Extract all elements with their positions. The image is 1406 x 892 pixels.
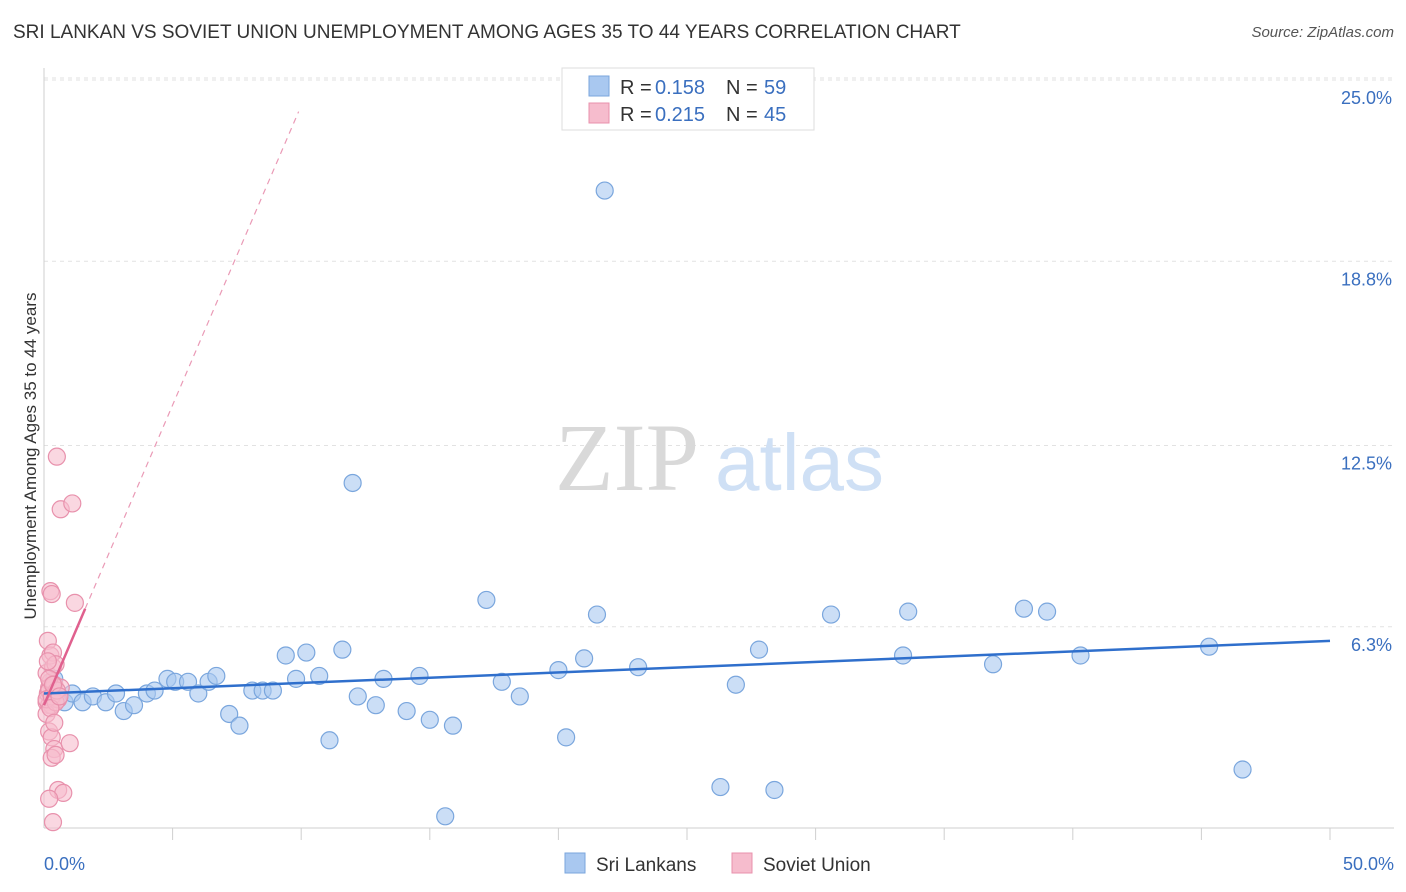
point-sri-lankans — [420, 710, 439, 729]
point-sri-lankans — [629, 658, 648, 677]
point-sri-lankans — [557, 728, 576, 747]
bottom-legend-label-soviet-union: Soviet Union — [763, 855, 871, 876]
point-sri-lankans — [297, 643, 316, 662]
y-tick-label: 25.0% — [1341, 88, 1392, 108]
chart-title: SRI LANKAN VS SOVIET UNION UNEMPLOYMENT … — [13, 22, 961, 43]
point-soviet-union — [50, 687, 69, 706]
legend-n-value-1: 59 — [764, 77, 786, 99]
trend-line-sri-lankans — [43, 639, 1331, 695]
x-ticks — [172, 828, 1331, 840]
point-sri-lankans — [145, 681, 164, 700]
point-sri-lankans — [575, 649, 594, 668]
point-sri-lankans — [124, 696, 144, 715]
x-tick-label-max: 50.0% — [1343, 854, 1394, 874]
point-sri-lankans — [207, 666, 226, 686]
bottom-legend-swatch-soviet-union — [731, 852, 753, 874]
point-sri-lankans — [366, 696, 385, 715]
watermark-atlas: atlas — [715, 418, 884, 507]
legend-r-label-2: R = — [620, 104, 652, 126]
point-sri-lankans — [320, 731, 339, 750]
point-sri-lankans — [333, 640, 352, 659]
legend-box: R = 0.158 N = 59 R = 0.215 N = 45 — [561, 67, 815, 131]
bottom-legend-swatch-sri-lankans — [564, 852, 586, 874]
trend-line-soviet-union — [42, 608, 87, 706]
legend-n-value-2: 45 — [764, 104, 786, 126]
bottom-legend: Sri Lankans Soviet Union — [564, 852, 871, 876]
point-sri-lankans — [587, 605, 607, 624]
point-soviet-union — [47, 447, 66, 466]
point-sri-lankans — [492, 672, 511, 691]
point-soviet-union — [40, 789, 59, 808]
point-sri-lankans — [443, 716, 463, 735]
point-soviet-union — [65, 593, 84, 612]
point-sri-lankans — [1071, 646, 1090, 665]
legend-swatch-sri-lankans — [588, 75, 610, 97]
point-sri-lankans — [510, 687, 529, 706]
point-soviet-union — [43, 813, 63, 832]
legend-r-value-2: 0.215 — [655, 104, 705, 126]
legend-r-value-1: 0.158 — [655, 77, 705, 99]
point-soviet-union — [60, 734, 79, 753]
point-sri-lankans — [436, 807, 455, 826]
y-tick-label: 6.3% — [1351, 635, 1392, 655]
point-sri-lankans — [286, 669, 306, 688]
y-tick-label: 18.8% — [1341, 269, 1392, 289]
point-sri-lankans — [477, 590, 496, 610]
point-sri-lankans — [276, 646, 295, 665]
legend-n-label-2: N = — [726, 104, 758, 126]
legend-r-label-1: R = — [620, 77, 652, 99]
point-sri-lankans — [749, 640, 769, 659]
point-sri-lankans — [711, 777, 730, 797]
watermark-zip: ZIP — [555, 404, 699, 511]
trend-lines — [42, 111, 1331, 706]
y-axis-label: Unemployment Among Ages 35 to 44 years — [21, 293, 40, 620]
point-sri-lankans — [893, 646, 913, 665]
legend-swatch-soviet-union — [588, 102, 610, 124]
point-sri-lankans — [1037, 602, 1057, 621]
point-sri-lankans — [310, 666, 329, 686]
point-sri-lankans — [821, 605, 841, 624]
point-soviet-union — [45, 713, 64, 732]
point-sri-lankans — [220, 704, 239, 724]
point-sri-lankans — [343, 473, 362, 493]
gridlines — [44, 77, 1394, 628]
point-sri-lankans — [595, 181, 614, 200]
point-sri-lankans — [348, 687, 367, 706]
bottom-legend-label-sri-lankans: Sri Lankans — [596, 855, 696, 876]
y-tick-label: 12.5% — [1341, 454, 1392, 474]
point-sri-lankans — [397, 701, 416, 721]
point-sri-lankans — [726, 675, 745, 694]
point-sri-lankans — [106, 684, 126, 703]
point-sri-lankans — [1014, 599, 1034, 618]
point-sri-lankans — [549, 661, 568, 680]
point-sri-lankans — [189, 684, 208, 703]
point-soviet-union — [42, 584, 61, 604]
point-sri-lankans — [410, 666, 429, 686]
point-sri-lankans — [983, 655, 1003, 674]
point-sri-lankans — [263, 681, 283, 700]
y-tick-labels: 6.3% 12.5% 18.8% 25.0% — [1341, 88, 1392, 655]
point-soviet-union — [63, 494, 82, 513]
trend-line-soviet-union-extension — [84, 111, 300, 609]
chart-source: Source: ZipAtlas.com — [1251, 24, 1394, 41]
point-sri-lankans — [899, 602, 918, 621]
point-soviet-union — [46, 745, 65, 765]
point-sri-lankans — [178, 672, 198, 691]
point-sri-lankans — [230, 716, 249, 735]
point-sri-lankans — [1233, 760, 1252, 779]
point-soviet-union — [38, 652, 57, 671]
point-sri-lankans — [765, 780, 784, 800]
x-tick-label-min: 0.0% — [44, 854, 85, 874]
legend-n-label-1: N = — [726, 77, 758, 99]
